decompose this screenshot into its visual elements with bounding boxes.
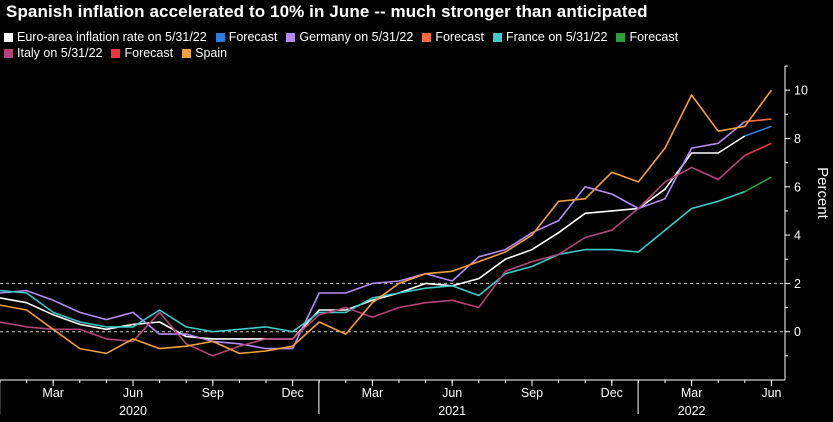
series-line xyxy=(0,190,746,333)
legend-label: France on 5/31/22 xyxy=(505,30,608,44)
year-label: 2022 xyxy=(678,404,706,418)
legend-label: Italy on 5/31/22 xyxy=(17,46,103,60)
x-tick-label: Mar xyxy=(362,386,384,400)
legend-label: Forecast xyxy=(435,30,484,44)
legend-label: Germany on 5/31/22 xyxy=(299,30,414,44)
x-tick-label: Jun xyxy=(123,386,143,400)
y-tick-label: 6 xyxy=(794,180,801,194)
y-axis-label: Percent xyxy=(814,167,831,220)
legend-label: Spain xyxy=(195,46,228,60)
x-tick-label: Dec xyxy=(281,386,303,400)
series-line xyxy=(0,89,773,355)
x-tick-label: Mar xyxy=(42,386,64,400)
chart-title: Spanish inflation accelerated to 10% in … xyxy=(6,2,648,21)
legend-item: Forecast xyxy=(422,30,484,45)
series-line xyxy=(744,142,772,157)
legend-swatch xyxy=(4,33,13,42)
legend-item: Forecast xyxy=(215,30,278,45)
legend-swatch xyxy=(111,49,121,58)
year-label: 2020 xyxy=(119,404,147,418)
year-label: 2021 xyxy=(438,404,466,418)
legend-swatch xyxy=(215,33,225,42)
x-tick-label: Dec xyxy=(601,386,623,400)
legend-swatch xyxy=(616,33,626,42)
legend-swatch xyxy=(422,33,432,42)
legend-item: Forecast xyxy=(111,46,173,61)
series-line xyxy=(744,176,772,193)
y-tick-label: 8 xyxy=(794,132,801,146)
x-tick-label: Jun xyxy=(761,386,781,400)
series-line xyxy=(0,154,746,357)
legend: Euro-area inflation rate on 5/31/22 Forec… xyxy=(4,30,764,62)
y-tick-label: 4 xyxy=(794,229,801,243)
legend-item: France on 5/31/22 xyxy=(492,30,608,45)
legend-swatch xyxy=(286,33,296,42)
legend-item: Forecast xyxy=(616,30,678,45)
x-tick-label: Sep xyxy=(521,386,543,400)
x-tick-label: Jun xyxy=(442,386,462,400)
legend-item: Italy on 5/31/22 xyxy=(4,46,102,61)
legend-item: Germany on 5/31/22 xyxy=(286,30,413,45)
legend-item: Spain xyxy=(182,46,227,61)
y-tick-label: 0 xyxy=(794,325,801,339)
legend-label: Forecast xyxy=(228,30,278,44)
legend-label: Forecast xyxy=(124,46,174,60)
legend-item: Euro-area inflation rate on 5/31/22 xyxy=(4,30,207,45)
legend-swatch xyxy=(182,49,192,58)
x-tick-label: Mar xyxy=(681,386,703,400)
series-line xyxy=(0,120,746,350)
legend-label: Forecast xyxy=(629,30,679,44)
y-tick-label: 10 xyxy=(794,84,808,98)
series-line xyxy=(744,125,772,137)
series-line xyxy=(0,135,746,340)
legend-label: Euro-area inflation rate on 5/31/22 xyxy=(17,30,207,44)
x-tick-label: Sep xyxy=(202,386,224,400)
legend-swatch xyxy=(492,33,502,42)
legend-swatch xyxy=(4,49,13,58)
y-tick-label: 2 xyxy=(794,277,801,291)
